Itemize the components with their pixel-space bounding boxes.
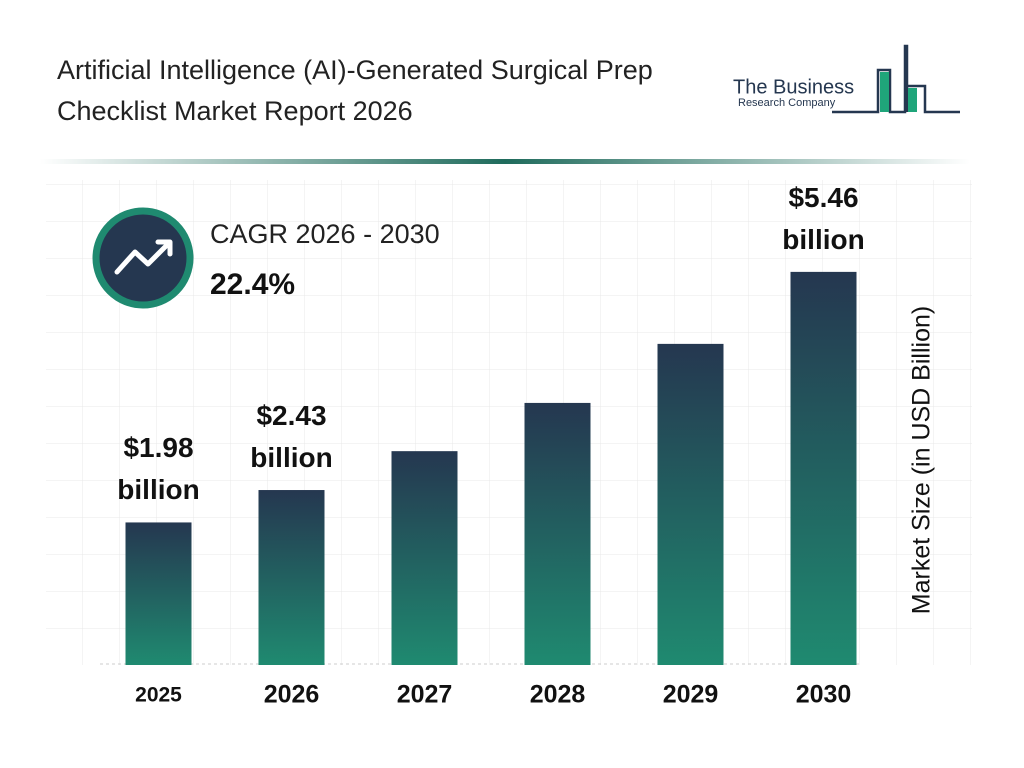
logo-text: Research Company bbox=[738, 97, 836, 109]
chart-title: Artificial Intelligence (AI)-Generated S… bbox=[57, 55, 653, 85]
x-tick-label: 2025 bbox=[135, 684, 182, 707]
chart-title: Checklist Market Report 2026 bbox=[57, 96, 413, 126]
bar bbox=[125, 522, 192, 665]
x-tick-label: 2027 bbox=[397, 681, 453, 709]
bar bbox=[790, 271, 857, 665]
logo-text: The Business bbox=[733, 76, 854, 98]
cagr-value: 22.4% bbox=[210, 268, 295, 301]
divider bbox=[40, 159, 970, 164]
bar bbox=[657, 343, 724, 665]
cagr-icon bbox=[92, 207, 194, 309]
bar bbox=[258, 490, 325, 665]
value-label: $1.98 billion bbox=[117, 432, 200, 506]
logo: The Business Research Company bbox=[733, 44, 960, 114]
x-tick-label: 2026 bbox=[264, 681, 320, 709]
bar bbox=[391, 451, 458, 665]
y-axis-label: Market Size (in USD Billion) bbox=[908, 306, 936, 614]
value-label: $2.43 billion bbox=[250, 400, 333, 474]
cagr-label: CAGR 2026 - 2030 bbox=[210, 219, 440, 249]
bar bbox=[524, 402, 591, 665]
x-tick-label: 2030 bbox=[796, 681, 852, 709]
x-tick-label: 2028 bbox=[530, 681, 586, 709]
value-label: $5.46 billion bbox=[782, 181, 865, 255]
x-tick-label: 2029 bbox=[663, 681, 719, 709]
